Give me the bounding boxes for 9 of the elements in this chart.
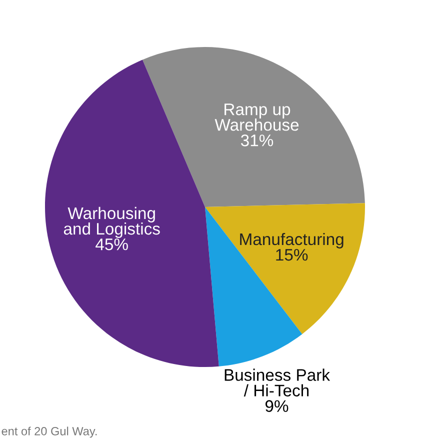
text: ent of 20 Gul Way. — [2, 426, 97, 438]
data-label: 15% — [276, 248, 308, 261]
slice-label: Warhousing and Logistics — [64, 206, 160, 238]
slice-label: Manufacturing — [240, 232, 344, 248]
slice-label: Business Park / Hi-Tech — [224, 368, 330, 396]
data-label: 45% — [96, 238, 128, 250]
data-label: 31% — [240, 134, 274, 146]
slice-label: Ramp up Warehouse — [214, 104, 299, 131]
data-label: 9% — [265, 400, 288, 412]
